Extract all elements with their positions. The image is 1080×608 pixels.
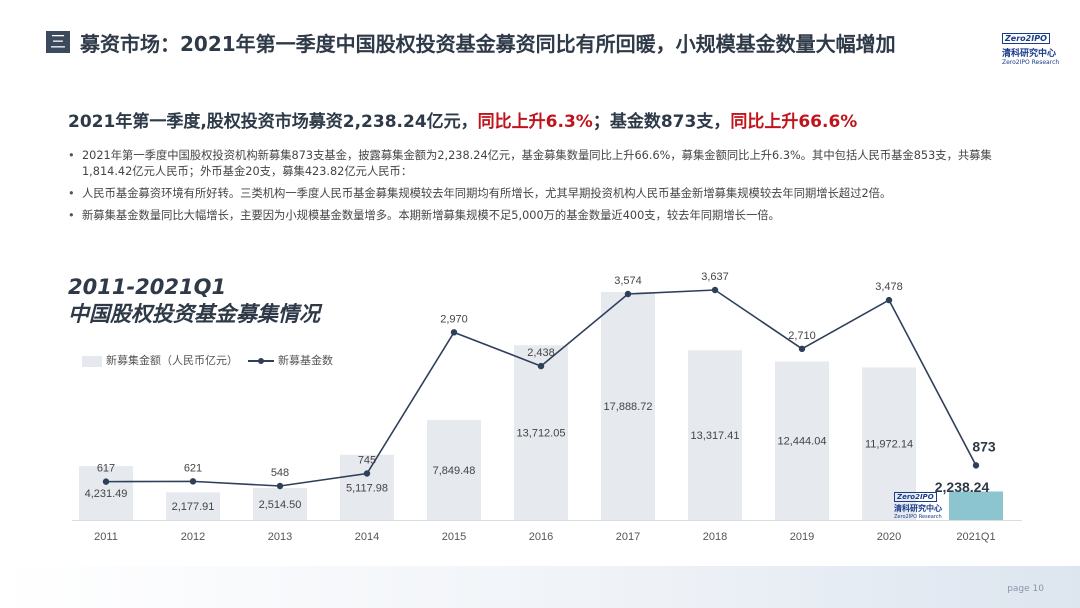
bar-value-label: 2,514.50 bbox=[259, 499, 302, 511]
line-value-label: 873 bbox=[972, 438, 996, 454]
x-tick-label: 2011 bbox=[94, 531, 118, 543]
bar-value-label: 5,117.98 bbox=[346, 482, 388, 494]
bar-value-label: 17,888.72 bbox=[604, 401, 653, 413]
bar-2019 bbox=[775, 361, 829, 520]
line-value-label: 548 bbox=[271, 467, 289, 479]
legend-bar-label: 新募集金额（人民币亿元） bbox=[106, 354, 238, 367]
bar-value-label: 4,231.49 bbox=[85, 488, 128, 500]
line-value-label: 2,438 bbox=[527, 347, 555, 359]
bullet-list: 2021年第一季度中国股权投资机构新募集873支基金，披露募集金额为2,238.… bbox=[68, 148, 1008, 230]
headline-growth-count: 同比上升66.6% bbox=[730, 112, 858, 132]
legend-line-label: 新募基金数 bbox=[278, 354, 333, 367]
line-value-label: 3,478 bbox=[875, 281, 903, 293]
x-tick-label: 2016 bbox=[529, 531, 553, 543]
footer-band bbox=[0, 566, 1080, 608]
bullet-item: 人民币基金募资环境有所好转。三类机构一季度人民币基金募集规模较去年同期均有所增长… bbox=[68, 186, 1008, 202]
bar-value-label: 13,712.05 bbox=[517, 428, 566, 440]
line-value-label: 3,637 bbox=[701, 271, 729, 283]
line-value-label: 3,574 bbox=[614, 275, 642, 287]
bar-2011 bbox=[79, 466, 133, 520]
line-value-label: 617 bbox=[97, 463, 115, 475]
bar-value-label: 7,849.48 bbox=[433, 465, 476, 477]
line-point-2020 bbox=[885, 296, 893, 304]
bar-2018 bbox=[688, 350, 742, 520]
headline: 2021年第一季度,股权投资市场募资2,238.24亿元，同比上升6.3%；基金… bbox=[68, 107, 857, 132]
watermark-cn-text: 清科研究中心 bbox=[894, 504, 942, 513]
line-point-2018 bbox=[711, 286, 719, 294]
line-point-2011 bbox=[102, 478, 110, 485]
x-tick-label: 2018 bbox=[703, 531, 727, 543]
chart-title-line2: 中国股权投资基金募集情况 bbox=[68, 302, 320, 326]
bar-2020 bbox=[862, 367, 916, 520]
bar-value-label: 2,177.91 bbox=[172, 501, 215, 513]
headline-growth-amount: 同比上升6.3% bbox=[477, 112, 593, 132]
page-number: page 10 bbox=[1007, 584, 1044, 594]
watermark-badge: Zero2IPO bbox=[894, 492, 937, 502]
line-value-label: 745 bbox=[358, 455, 376, 467]
x-tick-label: 2014 bbox=[355, 531, 379, 543]
x-tick-label: 2013 bbox=[268, 531, 292, 543]
legend-line-swatch bbox=[248, 358, 274, 364]
x-tick-label: 2020 bbox=[877, 531, 901, 543]
bar-2021Q1 bbox=[949, 491, 1003, 520]
line-point-2012 bbox=[189, 478, 197, 485]
logo-cn-text: 清科研究中心 bbox=[1002, 49, 1057, 59]
line-point-2015 bbox=[450, 329, 458, 336]
zero2ipo-logo: Zero2IPO 清科研究中心 Zero2IPO Research bbox=[1002, 26, 1062, 66]
bar-value-label: 11,972.14 bbox=[865, 439, 913, 451]
bar-2014 bbox=[340, 454, 394, 520]
line-value-label: 2,970 bbox=[440, 313, 468, 325]
bar-2012 bbox=[166, 492, 220, 520]
x-tick-label: 2012 bbox=[181, 531, 205, 543]
line-value-label: 2,710 bbox=[788, 330, 816, 342]
menu-icon: 三 bbox=[46, 31, 70, 53]
bullet-item: 新募集基金数量同比大幅增长，主要因为小规模基金数量增多。本期新增募集规模不足5,… bbox=[68, 208, 1008, 224]
line-point-2019 bbox=[798, 345, 806, 353]
chart-legend: 新募集金额（人民币亿元） 新募基金数 bbox=[82, 352, 333, 368]
bar-2017 bbox=[601, 292, 655, 520]
bar-2015 bbox=[427, 419, 481, 520]
line-point-2016 bbox=[537, 362, 545, 370]
logo-badge: Zero2IPO bbox=[1002, 33, 1050, 44]
legend-bar-swatch bbox=[82, 355, 102, 367]
x-tick-label: 2015 bbox=[442, 531, 466, 543]
logo-en-text: Zero2IPO Research bbox=[1002, 59, 1060, 66]
x-tick-label: 2017 bbox=[616, 531, 640, 543]
line-point-2017 bbox=[624, 290, 632, 298]
watermark-en-text: Zero2IPO Research bbox=[894, 514, 942, 520]
page-title: 募资市场：2021年第一季度中国股权投资基金募资同比有所回暖，小规模基金数量大幅… bbox=[80, 32, 896, 56]
x-tick-label: 2021Q1 bbox=[956, 531, 995, 543]
chart-watermark-logo: Zero2IPO 清科研究中心 Zero2IPO Research bbox=[894, 484, 950, 520]
headline-part1: 2021年第一季度,股权投资市场募资2,238.24亿元， bbox=[68, 112, 478, 132]
line-point-2013 bbox=[276, 482, 284, 490]
bar-value-label: 2,238.24 bbox=[935, 479, 990, 495]
bar-value-label: 13,317.41 bbox=[691, 430, 740, 442]
bar-2013 bbox=[253, 487, 307, 520]
chart-title: 2011-2021Q1 中国股权投资基金募集情况 bbox=[68, 274, 320, 328]
x-tick-label: 2019 bbox=[790, 531, 814, 543]
chart-title-line1: 2011-2021Q1 bbox=[68, 275, 227, 299]
line-point-2021Q1 bbox=[972, 462, 980, 469]
bar-value-label: 12,444.04 bbox=[778, 436, 827, 448]
bar-2016 bbox=[514, 345, 568, 520]
headline-part3: ；基金数873支， bbox=[592, 112, 731, 132]
bullet-item: 2021年第一季度中国股权投资机构新募集873支基金，披露募集金额为2,238.… bbox=[68, 148, 1008, 180]
line-point-2014 bbox=[363, 470, 371, 477]
fundraising-chart: 4,231.49 2011 2,177.91 2012 2,514.50 2013 5,11… bbox=[72, 271, 1022, 543]
line-value-label: 621 bbox=[184, 462, 202, 474]
